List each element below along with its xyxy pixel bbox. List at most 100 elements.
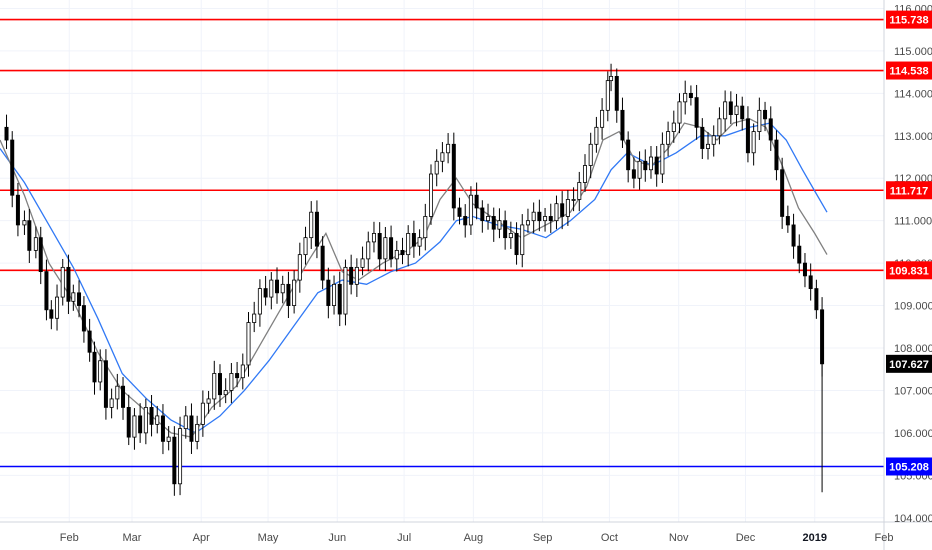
candle-body [10,139,15,196]
candle-body [109,398,114,408]
candle-body [257,288,262,315]
candle-body [571,199,576,201]
candle-body [700,126,705,149]
candle-body [711,135,716,145]
candle-body [337,283,342,315]
candle-body [71,292,76,302]
candle-body [87,330,92,353]
last-price-badge [886,354,932,373]
candle-body [200,402,205,425]
candle-body [160,415,165,442]
time-axis[interactable]: Feb Mar Apr May Jun Jul Aug Sep Oct Nov Dec 2019 Feb [60,532,894,544]
candle-body [320,245,325,281]
candle-body [660,143,665,175]
candle-body [774,139,779,171]
candle-body [166,436,171,442]
x-tick-label: Sep [533,532,553,544]
candle-body [292,279,297,306]
candle-body [666,131,671,145]
candle-body [309,211,314,239]
price-level-badge [886,261,932,280]
candle-body [717,118,722,137]
candle-body [55,296,60,319]
candle-body [383,237,388,260]
candlesticks [4,63,825,496]
candle-body [178,428,183,485]
candle-body [303,237,308,256]
candle-body [594,126,599,145]
y-tick-label: 107.000 [894,385,932,397]
candle-body [44,271,49,311]
candle-body [240,364,245,379]
candle-body [189,415,194,442]
price-level-badge-label: 115.738 [889,15,928,27]
candle-body [115,385,120,400]
candle-body [155,415,160,425]
candle-body [326,279,331,306]
candle-body [671,122,676,132]
candle-body [269,279,274,298]
candle-body [677,101,682,124]
candle-body [614,75,619,111]
candle-body [694,97,699,128]
candle-body [195,423,200,442]
candle-body [780,169,785,217]
candle-body [27,220,32,251]
candle-body [246,322,251,366]
y-tick-label: 104.000 [894,513,932,525]
price-level-badge [886,457,932,476]
candle-body [343,266,348,315]
candle-body [366,241,371,260]
candle-body [577,182,582,200]
candle-body [446,143,451,154]
candle-body [654,156,659,175]
candle-body [223,390,228,396]
candle-body [797,245,802,264]
candle-body [631,169,636,179]
y-tick-label: 111.000 [894,216,932,228]
candle-body [60,266,65,298]
candle-body [609,75,614,82]
candle-body [143,407,148,434]
candle-body [275,279,280,294]
candle-body [497,220,502,230]
candle-body [411,233,416,247]
candle-body [643,160,648,171]
candle-body [620,109,625,141]
candle-body [648,156,653,171]
last-price-label: 107.627 [889,359,929,371]
x-tick-label: 2019 [803,532,827,544]
candle-body [217,373,222,396]
candle-body [360,258,365,268]
candle-body [371,233,376,243]
x-tick-label: Dec [736,532,756,544]
candle-body [66,266,71,302]
candle-body [423,216,428,239]
ma-fast-line [0,118,828,438]
candle-body [486,216,491,222]
candle-body [728,101,733,115]
candle-body [683,92,688,103]
candle-body [554,203,559,222]
price-level-badges: 115.738 114.538 111.717 109.831 105.208 107.6… [886,10,932,476]
candle-body [332,283,337,306]
x-tick-label: Oct [601,532,618,544]
candle-body [138,415,143,434]
x-tick-label: Aug [464,532,484,544]
x-tick-label: Jun [328,532,346,544]
y-tick-label: 109.000 [894,301,932,313]
candle-body [520,224,525,256]
candle-body [600,109,605,128]
price-level-badge [886,181,932,200]
x-tick-label: Jul [397,532,411,544]
candle-body [588,143,593,166]
candle-body [400,249,405,256]
grid [0,0,885,522]
candle-body [263,288,268,298]
candle-body [354,266,359,285]
candle-body [132,415,137,438]
candle-body [763,109,768,120]
price-level-badge-label: 109.831 [889,265,929,277]
candle-body [4,126,9,141]
